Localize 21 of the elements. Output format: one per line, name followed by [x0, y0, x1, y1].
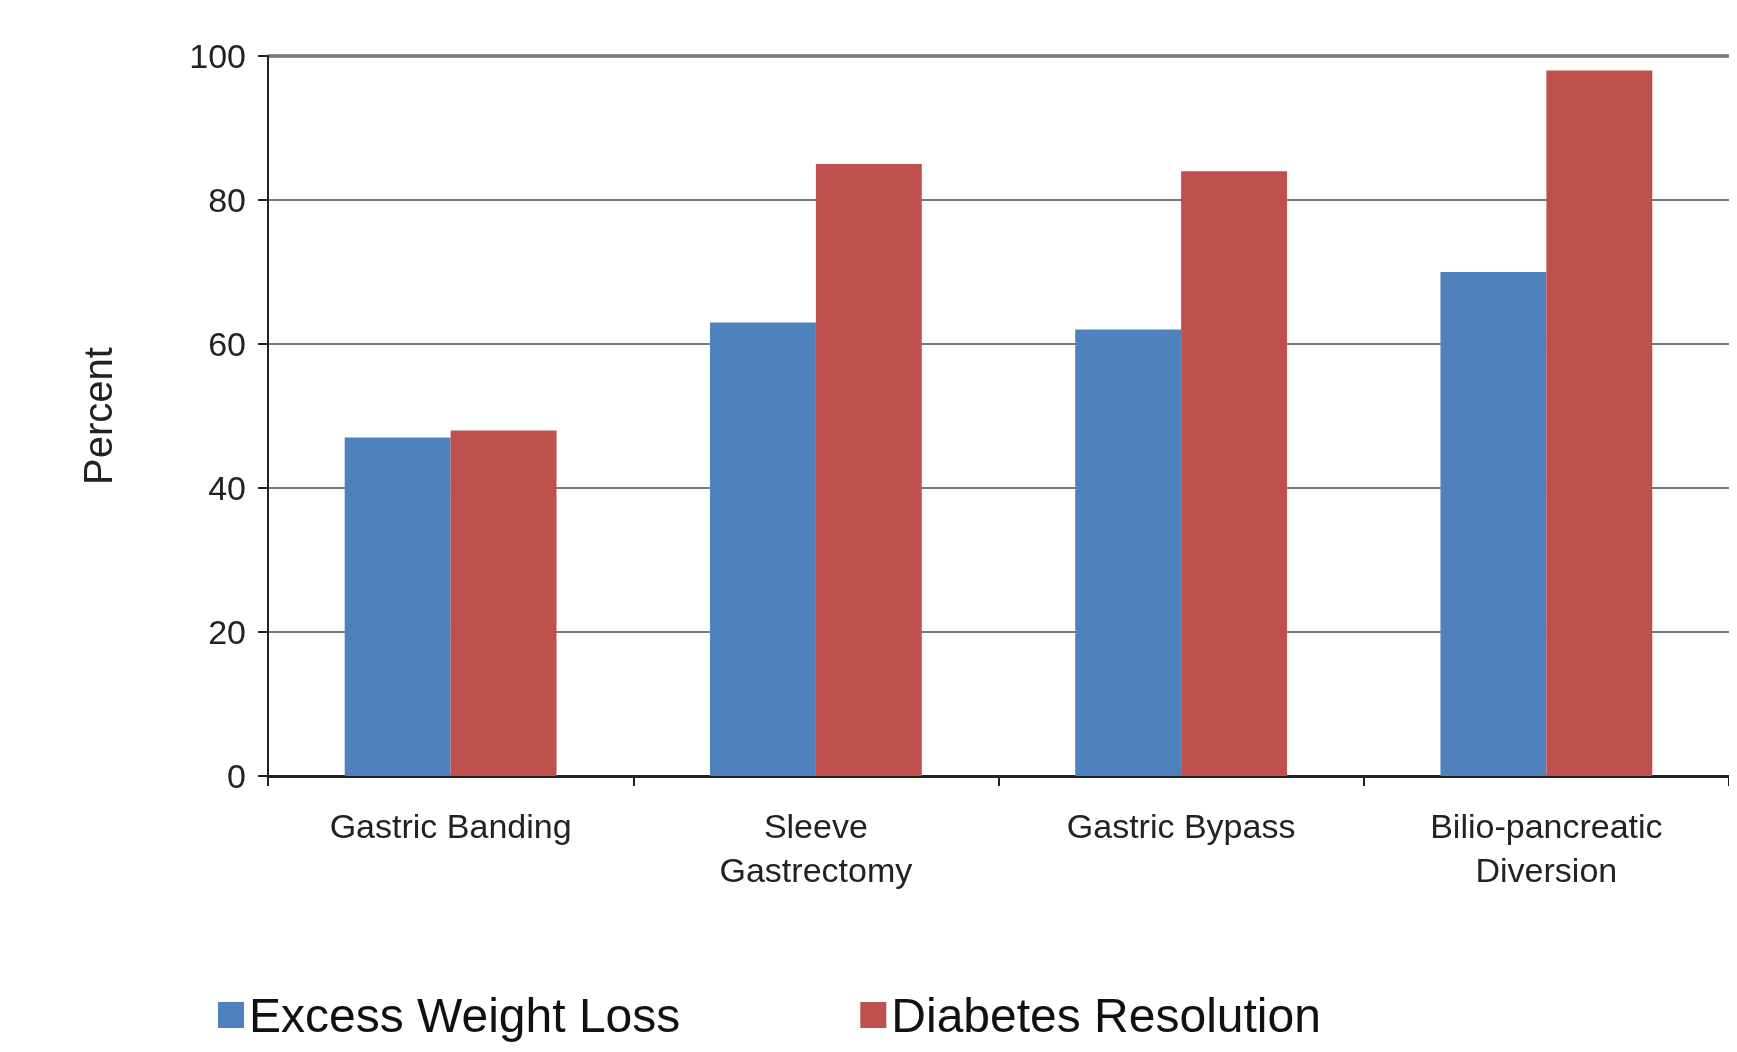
x-tick-label: Sleeve Gastrectomy [719, 807, 913, 889]
x-tick-label: Gastric Banding [329, 807, 572, 845]
y-tick-label: 20 [208, 613, 246, 651]
y-tick-label: 80 [208, 181, 246, 219]
bar [815, 164, 922, 776]
y-tick-label: 40 [208, 469, 246, 507]
y-tick-label: 60 [208, 325, 246, 363]
x-tick-label: Bilio-pancreatic Diversion [1430, 807, 1663, 889]
legend-label: Excess Weight Loss [249, 988, 681, 1042]
y-axis-title: Percent [76, 347, 120, 485]
legend-label: Diabetes Resolution [891, 988, 1321, 1042]
bar [1440, 272, 1547, 776]
bar [1546, 70, 1653, 776]
y-tick-label: 100 [189, 37, 246, 75]
bar [450, 430, 557, 776]
bar [344, 437, 451, 776]
y-tick-label: 0 [227, 757, 246, 795]
bar [709, 322, 816, 776]
x-tick-label: Gastric Bypass [1066, 807, 1296, 845]
bar [1075, 329, 1182, 776]
bar [1181, 171, 1288, 776]
